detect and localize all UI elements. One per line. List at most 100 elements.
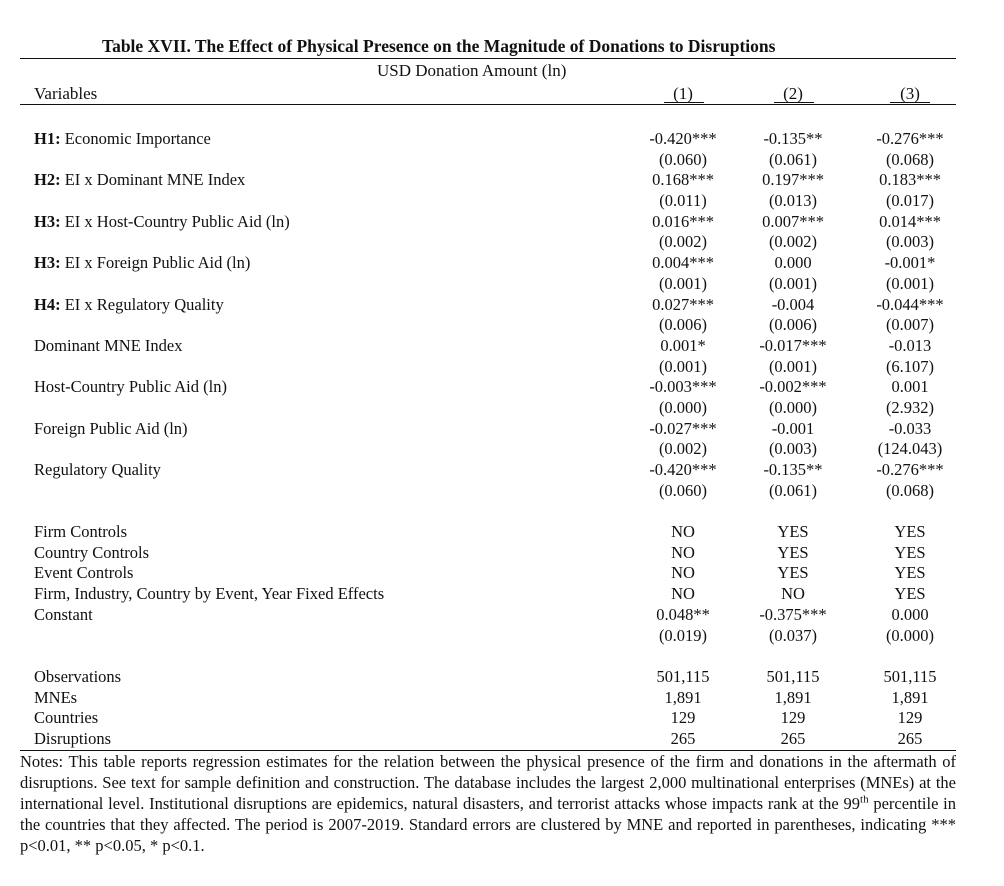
variable-label: Foreign Public Aid (ln) [34, 418, 188, 438]
stat-value-cell: 1,891 [664, 687, 702, 707]
coefficient-cell: 0.001 [891, 377, 929, 397]
constant-se-cell: (0.019) [658, 625, 708, 645]
row-label: H3: EI x Host-Country Public Aid (ln) [34, 212, 290, 232]
coefficient-cell: 0.001* [660, 336, 706, 355]
constant-se-cell: (0.000) [885, 625, 935, 645]
row-label: H1: Economic Importance [34, 129, 211, 149]
coefficient-cell: -0.135** [763, 129, 823, 148]
standard-error-cell: (0.006) [658, 315, 708, 335]
coefficient-cell: -0.002*** [759, 377, 827, 397]
control-value-cell: YES [894, 563, 926, 583]
coefficient-cell: 0.016*** [652, 211, 714, 231]
column-header-2: (2) [783, 84, 803, 103]
coefficient-cell: 0.007*** [762, 211, 824, 231]
control-label: Firm, Industry, Country by Event, Year F… [34, 583, 385, 603]
stat-label: MNEs [34, 687, 78, 707]
coefficient-cell: -0.276*** [876, 460, 944, 480]
coefficient-cell: -0.276*** [876, 129, 944, 148]
standard-error-cell: (0.001) [658, 356, 708, 376]
control-value-cell: NO [671, 563, 695, 583]
coefficient-cell: -0.033 [888, 418, 932, 438]
coefficient-cell: 0.197*** [762, 170, 824, 190]
bottom-rule [20, 750, 956, 751]
coefficient-cell: -0.027*** [649, 418, 717, 438]
control-value-cell: YES [777, 563, 809, 583]
control-value-cell: NO [671, 522, 695, 541]
stat-value-cell: 129 [897, 708, 923, 728]
control-label: Firm Controls [34, 522, 128, 541]
standard-error-cell: (0.060) [658, 480, 708, 500]
constant-coefficient-cell: 0.000 [891, 605, 929, 624]
stat-label: Observations [34, 667, 122, 686]
stat-value-cell: 265 [897, 728, 923, 748]
standard-error-cell: (0.011) [659, 190, 707, 210]
standard-error-cell: (0.060) [658, 149, 708, 169]
table-title: Table XVII. The Effect of Physical Prese… [102, 36, 776, 56]
standard-error-cell: (0.002) [658, 232, 708, 252]
control-value-cell: NO [671, 542, 695, 562]
header-rule [20, 104, 956, 105]
notes-text-1: Notes: This table reports regression est… [20, 752, 956, 813]
row-label: H3: EI x Foreign Public Aid (ln) [34, 253, 250, 273]
variable-label: EI x Dominant MNE Index [60, 170, 246, 190]
variable-label: EI x Host-Country Public Aid (ln) [60, 211, 290, 231]
row-label: H2: EI x Dominant MNE Index [34, 170, 245, 190]
row-label: H4: EI x Regulatory Quality [34, 295, 224, 315]
row-label: Host-Country Public Aid (ln) [34, 377, 227, 397]
standard-error-cell: (124.043) [877, 439, 943, 459]
coefficient-cell: -0.044*** [876, 294, 944, 314]
coefficient-cell: -0.013 [888, 336, 932, 355]
hypothesis-tag: H4: [34, 294, 61, 314]
standard-error-cell: (0.003) [768, 439, 818, 459]
control-label: Event Controls [34, 563, 134, 583]
control-label: Country Controls [34, 542, 150, 562]
coefficient-cell: -0.017*** [759, 336, 827, 355]
standard-error-cell: (0.002) [658, 439, 708, 459]
standard-error-cell: (0.061) [768, 480, 818, 500]
standard-error-cell: (6.107) [885, 356, 935, 376]
stat-value-cell: 501,115 [656, 667, 710, 686]
standard-error-cell: (0.001) [768, 356, 818, 376]
constant-label: Constant [34, 605, 93, 624]
stat-label: Disruptions [34, 728, 112, 748]
standard-error-cell: (2.932) [885, 397, 935, 417]
stat-value-cell: 501,115 [766, 667, 820, 686]
standard-error-cell: (0.001) [658, 273, 708, 293]
stat-value-cell: 129 [670, 708, 696, 728]
standard-error-cell: (0.001) [885, 273, 935, 293]
stat-value-cell: 129 [780, 708, 806, 728]
control-value-cell: YES [894, 522, 926, 541]
column-underline-1 [664, 102, 704, 103]
control-value-cell: YES [777, 522, 809, 541]
row-label: Dominant MNE Index [34, 336, 182, 356]
coefficient-cell: 0.014*** [879, 211, 941, 231]
coefficient-cell: 0.027*** [652, 294, 714, 314]
standard-error-cell: (0.061) [768, 149, 818, 169]
control-value-cell: YES [894, 583, 926, 603]
coefficient-cell: -0.001 [771, 418, 815, 438]
coefficient-cell: -0.003*** [649, 377, 717, 397]
column-header-1: (1) [673, 84, 693, 103]
constant-coefficient-cell: -0.375*** [759, 605, 827, 624]
control-value-cell: NO [781, 583, 805, 603]
control-value-cell: YES [777, 542, 809, 562]
stat-value-cell: 1,891 [774, 687, 812, 707]
constant-coefficient-cell: 0.048** [656, 605, 710, 624]
coefficient-cell: 0.168*** [652, 170, 714, 190]
constant-se-cell: (0.037) [768, 625, 818, 645]
coefficient-cell: -0.420*** [649, 460, 717, 480]
stat-value-cell: 265 [670, 728, 696, 748]
coefficient-cell: 0.183*** [879, 170, 941, 190]
hypothesis-tag: H3: [34, 211, 61, 231]
notes-text-2: percentile in the countries that they af… [20, 794, 956, 855]
standard-error-cell: (0.068) [885, 149, 935, 169]
stat-label: Countries [34, 708, 99, 728]
standard-error-cell: (0.006) [768, 315, 818, 335]
control-value-cell: NO [671, 583, 695, 603]
standard-error-cell: (0.068) [885, 480, 935, 500]
standard-error-cell: (0.013) [768, 190, 818, 210]
coefficient-cell: -0.420*** [649, 129, 717, 148]
coefficient-cell: -0.001* [884, 253, 936, 273]
variable-label: EI x Foreign Public Aid (ln) [60, 253, 251, 273]
coefficient-cell: -0.135** [763, 460, 823, 480]
